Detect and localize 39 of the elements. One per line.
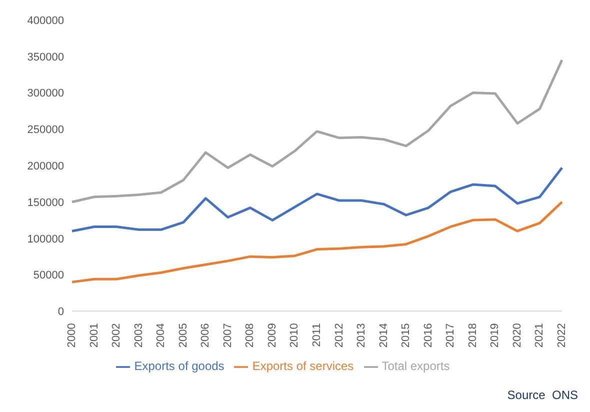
x-tick-label: 2012 bbox=[333, 323, 346, 348]
x-tick-label: 2017 bbox=[444, 323, 457, 348]
x-tick-label: 2008 bbox=[244, 323, 256, 348]
x-tick-label: 2022 bbox=[556, 323, 568, 348]
line-series bbox=[70, 58, 564, 204]
y-tick-label: 150000 bbox=[27, 196, 64, 209]
x-tick-label: 2011 bbox=[311, 323, 323, 347]
x-tick-label: 2000 bbox=[66, 323, 78, 348]
x-tick-label: 2019 bbox=[489, 323, 502, 348]
y-tick-label: 100000 bbox=[27, 233, 64, 246]
x-tick-label: 2007 bbox=[222, 323, 234, 348]
x-tick-label: 2018 bbox=[466, 323, 479, 348]
x-tick-label: 2009 bbox=[266, 323, 278, 348]
legend-label: Total exports bbox=[382, 359, 450, 374]
x-tick-label: 2003 bbox=[132, 323, 145, 348]
y-tick-label: 0 bbox=[58, 306, 64, 318]
y-tick-label: 50000 bbox=[33, 270, 64, 282]
x-tick-label: 2006 bbox=[200, 323, 212, 348]
x-tick-label: 2015 bbox=[400, 323, 412, 348]
x-tick-label: 2020 bbox=[511, 323, 524, 348]
y-tick-label: 250000 bbox=[27, 124, 64, 136]
legend-label: Exports of goods bbox=[134, 359, 224, 374]
y-tick-label: 350000 bbox=[27, 51, 64, 64]
x-tick-label: 2014 bbox=[378, 323, 390, 348]
y-tick-label: 200000 bbox=[27, 160, 64, 172]
y-tick-label: 400000 bbox=[27, 14, 64, 27]
line-series bbox=[70, 200, 564, 284]
x-tick-label: 2021 bbox=[534, 323, 546, 348]
x-tick-label: 2016 bbox=[422, 323, 434, 348]
x-tick-label: 2002 bbox=[110, 323, 123, 348]
x-tick-label: 2005 bbox=[177, 323, 190, 348]
x-tick-label: 2004 bbox=[155, 323, 168, 348]
legend-label: Exports of services bbox=[252, 359, 354, 374]
y-tick-label: 300000 bbox=[27, 88, 64, 100]
line-series bbox=[70, 166, 564, 232]
x-tick-label: 2010 bbox=[288, 323, 301, 348]
x-tick-label: 2001 bbox=[88, 323, 100, 348]
x-tick-label: 2013 bbox=[356, 323, 368, 348]
source-note: Source ONS bbox=[507, 388, 578, 402]
